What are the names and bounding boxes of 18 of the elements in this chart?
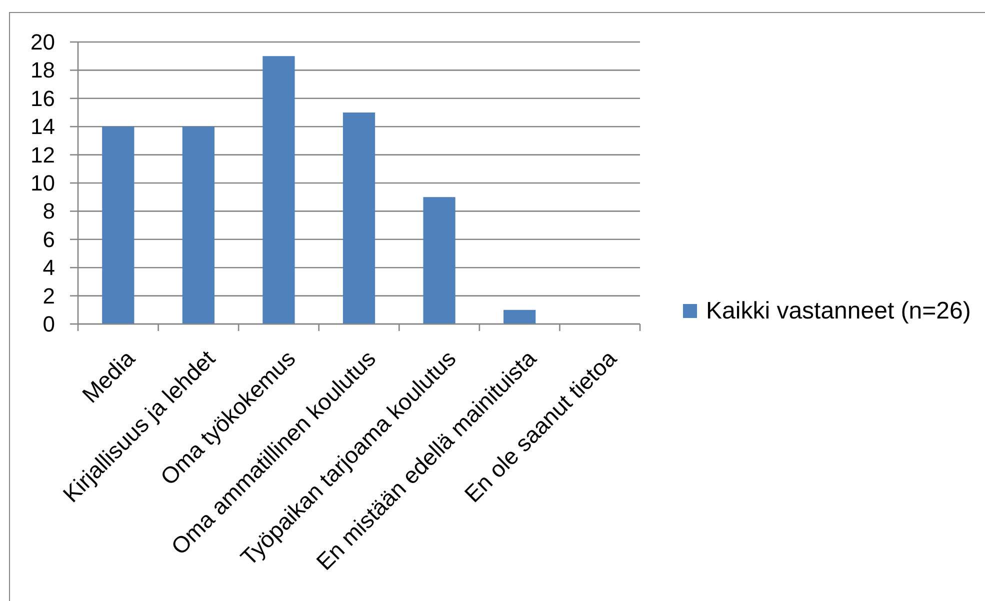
bar	[102, 126, 134, 324]
y-tick-label: 0	[42, 312, 55, 336]
y-tick-label: 18	[30, 58, 55, 83]
legend-label: Kaikki vastanneet (n=26)	[706, 298, 971, 324]
y-tick-label: 4	[42, 255, 55, 280]
y-tick-label: 2	[42, 283, 55, 308]
y-tick-label: 16	[30, 86, 55, 111]
y-tick-label: 8	[42, 198, 55, 224]
bar	[182, 126, 214, 324]
y-tick-label: 14	[30, 114, 55, 140]
y-tick-label: 20	[30, 30, 55, 54]
y-tick-label: 6	[42, 226, 55, 252]
y-tick-label: 10	[30, 170, 55, 196]
bar	[262, 56, 295, 324]
bar	[342, 112, 376, 324]
bar	[423, 197, 456, 324]
y-tick-label: 12	[30, 142, 55, 168]
bar	[504, 310, 536, 324]
